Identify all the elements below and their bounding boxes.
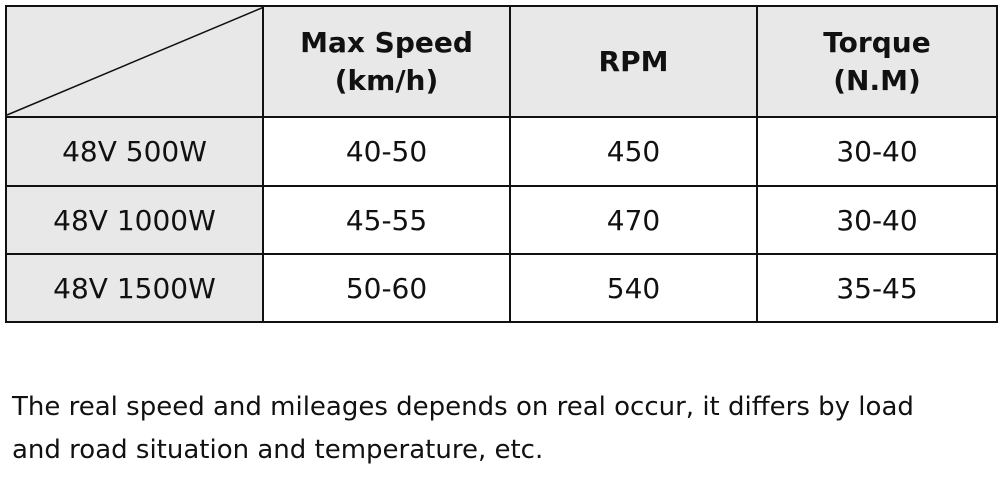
header-line: Max Speed: [300, 25, 473, 59]
header-line: Torque: [823, 25, 931, 59]
header-cell: RPM: [509, 5, 758, 118]
cell: 45-55: [262, 185, 511, 255]
cell: 30-40: [756, 116, 998, 187]
row-label: 48V 500W: [5, 116, 264, 187]
diagonal: [7, 7, 264, 116]
row-label: 48V 1000W: [5, 185, 264, 255]
corner-cell: [5, 5, 264, 118]
header-cell: Torque (N.M): [756, 5, 998, 118]
cell: 540: [509, 253, 758, 323]
header-row: Max Speed (km/h) RPM Torque (N.M): [5, 5, 998, 118]
note-line: The real speed and mileages depends on r…: [12, 392, 914, 422]
cell: 30-40: [756, 185, 998, 255]
row: 48V 1500W 50-60 540 35-45: [5, 253, 998, 323]
cell: 40-50: [262, 116, 511, 187]
note-line: and road situation and temperature, etc.: [12, 435, 544, 465]
header-line: RPM: [598, 44, 669, 78]
header-cell: Max Speed (km/h): [262, 5, 511, 118]
spec-table: Max Speed (km/h) RPM Torque (N.M) 48V 500W…: [5, 5, 998, 323]
cell: 50-60: [262, 253, 511, 323]
cell: 35-45: [756, 253, 998, 323]
row-label: 48V 1500W: [5, 253, 264, 323]
header-line: (N.M): [833, 63, 921, 97]
header-line: (km/h): [334, 63, 439, 97]
row: 48V 500W 40-50 450 30-40: [5, 116, 998, 187]
cell: 450: [509, 116, 758, 187]
cell: 470: [509, 185, 758, 255]
row: 48V 1000W 45-55 470 30-40: [5, 185, 998, 255]
note: The real speed and mileages depends on r…: [12, 386, 914, 472]
